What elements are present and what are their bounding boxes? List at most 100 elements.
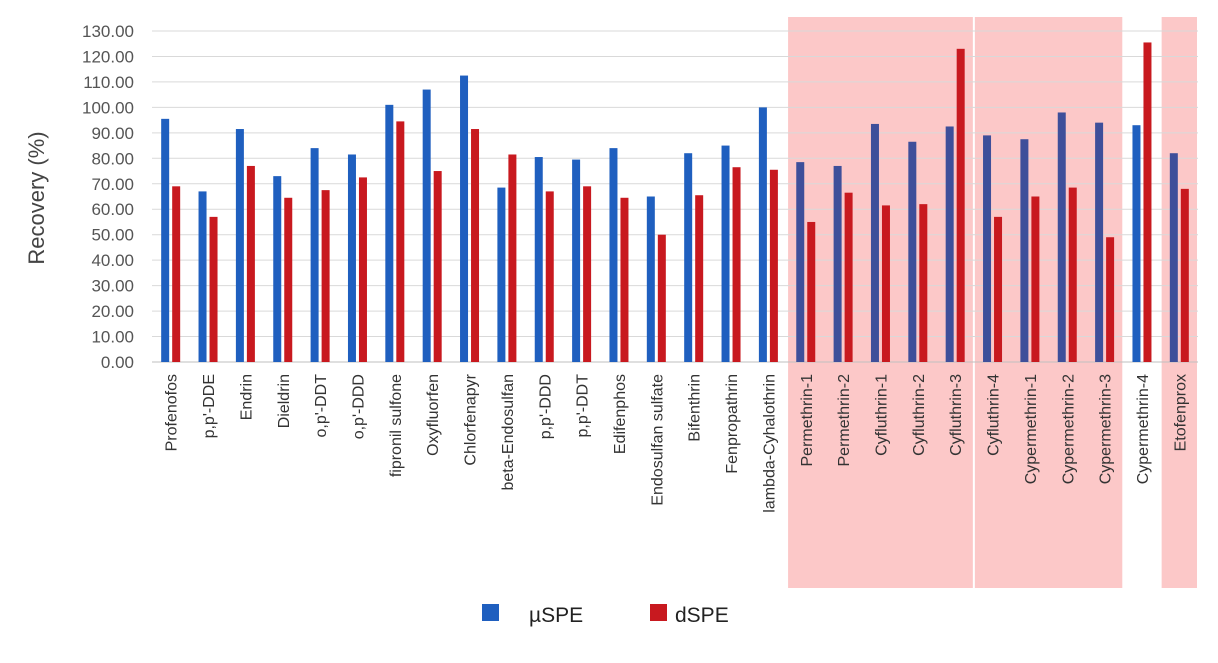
bar-dspe-21 bbox=[919, 204, 928, 362]
x-tick-label: Endosulfan sulfate bbox=[649, 374, 666, 506]
x-tick-label: p,p'-DDE bbox=[201, 374, 218, 438]
x-tick-label: Permethrin-2 bbox=[836, 374, 853, 467]
y-tick-label: 20.00 bbox=[91, 302, 134, 321]
x-tick-label: Profenofos bbox=[164, 374, 181, 451]
x-tick-label: o,p'-DDD bbox=[350, 374, 367, 439]
bar-dspe-9 bbox=[471, 129, 480, 362]
bar-uspe-21 bbox=[908, 141, 917, 362]
bar-uspe-5 bbox=[310, 148, 319, 362]
highlight-region-1 bbox=[788, 17, 973, 588]
bar-uspe-27 bbox=[1132, 125, 1141, 362]
bar-dspe-14 bbox=[657, 234, 666, 362]
bar-dspe-7 bbox=[396, 121, 405, 362]
x-tick-label: o,p'-DDT bbox=[313, 374, 330, 438]
bar-uspe-22 bbox=[945, 126, 954, 362]
bar-dspe-15 bbox=[695, 195, 704, 362]
x-tick-label: lambda-Cyhalothrin bbox=[761, 374, 778, 513]
x-tick-label: Cyfluthrin-2 bbox=[911, 374, 928, 456]
x-tick-label: Edifenphos bbox=[612, 374, 629, 454]
x-tick-label: Cypermethrin-1 bbox=[1023, 374, 1040, 484]
y-tick-label: 130.00 bbox=[82, 22, 134, 41]
x-tick-label: Dieldrin bbox=[276, 374, 293, 428]
y-tick-label: 60.00 bbox=[91, 200, 134, 219]
x-tick-label: p,p'-DDT bbox=[575, 374, 592, 438]
bar-uspe-17 bbox=[758, 107, 767, 362]
bar-uspe-25 bbox=[1057, 112, 1066, 362]
x-tick-label: Cyfluthrin-1 bbox=[873, 374, 890, 456]
bar-dspe-28 bbox=[1180, 188, 1189, 362]
x-tick-label: p,p'-DDD bbox=[537, 374, 554, 439]
bar-dspe-23 bbox=[994, 216, 1003, 362]
legend: µSPE dSPE bbox=[482, 604, 729, 627]
bar-uspe-2 bbox=[198, 191, 207, 362]
x-tick-label: Cypermethrin-2 bbox=[1060, 374, 1077, 484]
bar-uspe-13 bbox=[609, 148, 618, 362]
x-tick-label: Fenpropathrin bbox=[724, 374, 741, 474]
bar-uspe-12 bbox=[572, 159, 581, 362]
bar-dspe-3 bbox=[246, 165, 255, 362]
bar-dspe-24 bbox=[1031, 196, 1040, 362]
bar-uspe-6 bbox=[347, 154, 356, 362]
y-tick-label: 10.00 bbox=[91, 328, 134, 347]
bar-uspe-19 bbox=[833, 165, 842, 362]
bar-dspe-8 bbox=[433, 171, 442, 362]
x-tick-label: Cyfluthrin-4 bbox=[986, 374, 1003, 456]
y-tick-label: 30.00 bbox=[91, 277, 134, 296]
x-tick-label: Bifenthrin bbox=[687, 374, 704, 442]
bar-uspe-11 bbox=[534, 157, 543, 362]
bar-uspe-18 bbox=[796, 162, 805, 362]
bar-uspe-1 bbox=[161, 118, 170, 362]
x-tick-label: Endrin bbox=[238, 374, 255, 420]
bar-uspe-23 bbox=[983, 135, 992, 362]
bar-dspe-20 bbox=[881, 205, 890, 362]
bar-dspe-5 bbox=[321, 190, 330, 362]
x-tick-label: Chlorfenapyr bbox=[463, 373, 480, 465]
bar-uspe-20 bbox=[870, 123, 879, 362]
x-tick-label: Permethrin-1 bbox=[799, 374, 816, 467]
y-tick-label: 80.00 bbox=[91, 149, 134, 168]
bar-dspe-25 bbox=[1068, 187, 1077, 362]
bar-dspe-11 bbox=[545, 191, 554, 362]
bar-dspe-16 bbox=[732, 167, 741, 362]
x-tick-label: beta-Endosulfan bbox=[500, 374, 517, 491]
bar-uspe-26 bbox=[1095, 122, 1104, 363]
y-tick-label: 0.00 bbox=[101, 353, 134, 372]
y-axis-title: Recovery (%) bbox=[24, 131, 49, 264]
y-tick-label: 120.00 bbox=[82, 47, 134, 66]
y-axis-ticks: 0.00 10.00 20.00 30.00 40.00 50.00 60.00 70.00 8… bbox=[82, 22, 134, 372]
x-tick-label: Etofenprox bbox=[1172, 374, 1189, 451]
x-axis-labels: Profenofos p,p'-DDE Endrin Dieldrin o,p'-DDT… bbox=[164, 373, 1190, 512]
bar-dspe-18 bbox=[807, 221, 816, 362]
bar-uspe-15 bbox=[684, 153, 693, 362]
bar-dspe-12 bbox=[583, 186, 592, 362]
legend-swatch-2 bbox=[650, 604, 667, 621]
bar-uspe-9 bbox=[460, 75, 469, 363]
bar-dspe-27 bbox=[1143, 42, 1152, 362]
legend-label-2: dSPE bbox=[675, 604, 729, 627]
bar-dspe-6 bbox=[358, 177, 367, 362]
bar-uspe-7 bbox=[385, 104, 394, 362]
y-tick-label: 90.00 bbox=[91, 124, 134, 143]
y-tick-label: 40.00 bbox=[91, 251, 134, 270]
x-tick-label: Oxyfluorfen bbox=[425, 374, 442, 456]
bar-dspe-4 bbox=[284, 197, 293, 362]
bar-dspe-1 bbox=[172, 186, 181, 362]
legend-label-1: µSPE bbox=[529, 604, 583, 627]
bar-uspe-10 bbox=[497, 187, 506, 362]
x-tick-label: Cypermethrin-3 bbox=[1098, 374, 1115, 484]
x-tick-label: Cyfluthrin-3 bbox=[948, 374, 965, 456]
bar-dspe-2 bbox=[209, 216, 218, 362]
bar-uspe-14 bbox=[646, 196, 655, 362]
bar-uspe-8 bbox=[422, 89, 431, 363]
bar-uspe-4 bbox=[273, 176, 282, 362]
x-tick-label: fipronil sulfone bbox=[388, 374, 405, 477]
bar-uspe-16 bbox=[721, 145, 730, 362]
bar-uspe-3 bbox=[235, 129, 244, 362]
bar-dspe-17 bbox=[769, 169, 778, 362]
y-tick-label: 110.00 bbox=[83, 73, 134, 92]
bar-dspe-26 bbox=[1106, 237, 1115, 362]
x-tick-label: Cypermethrin-4 bbox=[1135, 374, 1152, 484]
bar-dspe-13 bbox=[620, 197, 629, 362]
